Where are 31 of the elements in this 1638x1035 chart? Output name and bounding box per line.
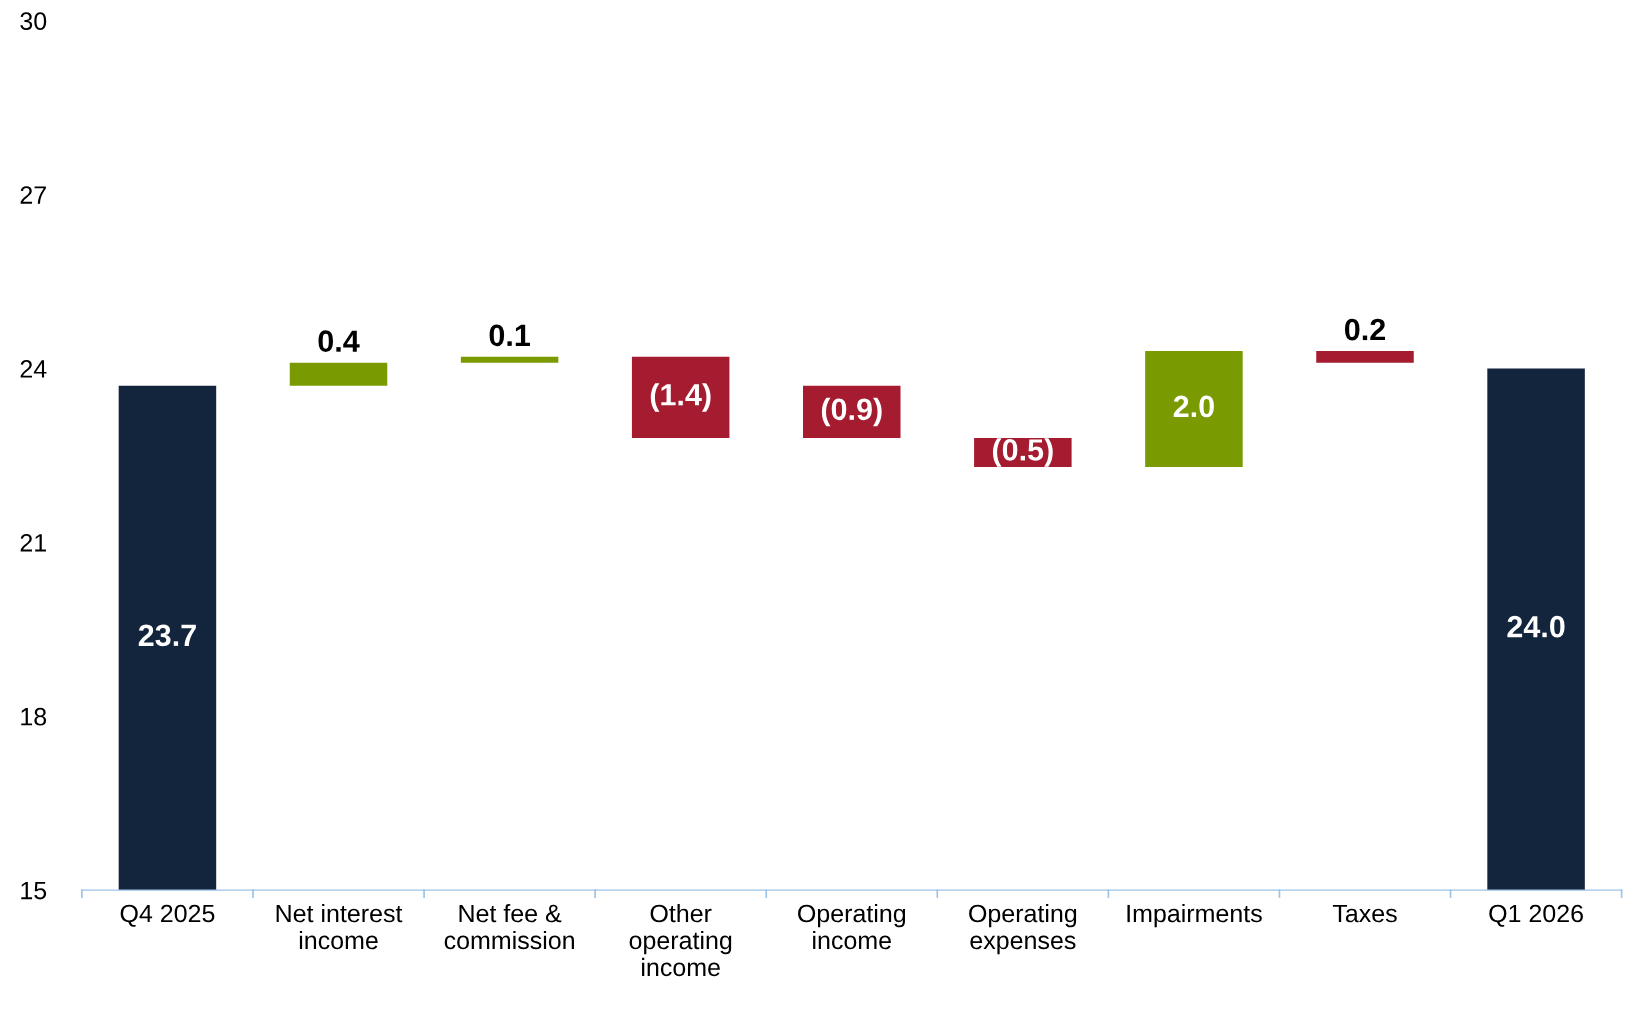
x-tick-label: Net interest income: [276, 903, 403, 950]
data-label: 23.7: [138, 624, 196, 647]
y-tick-label: 15: [21, 881, 47, 900]
y-tick-label: 21: [20, 533, 46, 552]
bar: [1487, 368, 1585, 891]
data-label: 2.0: [1173, 395, 1214, 418]
bar: [118, 385, 217, 891]
data-label: (1.4): [650, 383, 711, 412]
y-tick-label: 24: [20, 360, 47, 378]
bar: [631, 356, 730, 439]
x-tick-label: Other operating income: [629, 903, 732, 977]
data-label: 0.1: [489, 324, 530, 347]
data-label: (0.9): [821, 397, 882, 427]
x-tick-label: Impairments: [1127, 903, 1262, 928]
x-tick-label: Q1 2026: [1489, 904, 1583, 927]
data-label: 0.2: [1344, 318, 1386, 341]
x-tick-label: Taxes: [1332, 904, 1397, 923]
x-tick-label: Operating income: [798, 903, 906, 950]
data-label: (0.5): [992, 438, 1053, 467]
x-tick-label: Operating expenses: [969, 903, 1077, 955]
y-tick-label: 27: [20, 186, 46, 204]
bar: [289, 362, 388, 386]
bar: [1145, 351, 1243, 467]
bar: [460, 356, 559, 363]
data-label: 0.4: [318, 330, 360, 352]
data-label: 24.0: [1507, 615, 1565, 638]
bar: [1316, 351, 1414, 363]
y-tick-label: 18: [21, 707, 47, 726]
x-tick-label: Net fee & commission: [444, 904, 574, 950]
y-tick-label: 30: [20, 12, 47, 30]
x-tick-label: Q4 2025: [120, 904, 215, 927]
